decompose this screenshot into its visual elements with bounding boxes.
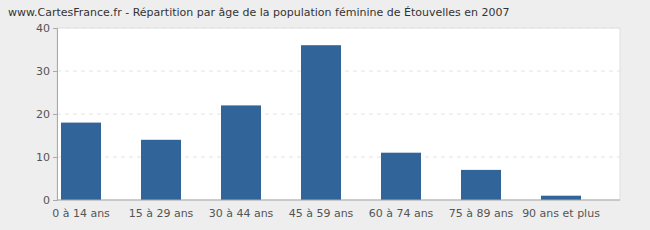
y-tick-label: 0 — [43, 194, 50, 207]
grid — [57, 28, 620, 200]
grid-line — [57, 28, 620, 29]
bar — [221, 105, 261, 200]
bar — [541, 196, 581, 200]
y-tick-mark — [53, 71, 57, 72]
x-tick: 75 à 89 ans — [449, 200, 514, 220]
title: www.CartesFrance.fr - Répartition par âg… — [8, 6, 510, 19]
x-tick-label: 0 à 14 ans — [52, 207, 110, 220]
y-tick: 10 — [36, 151, 57, 164]
x-tick: 15 à 29 ans — [129, 200, 194, 220]
y-axis-line — [53, 29, 58, 201]
y-tick-label: 30 — [36, 65, 50, 78]
bar — [461, 170, 501, 200]
x-tick: 90 ans et plus — [522, 200, 600, 220]
x-tick-label: 90 ans et plus — [522, 207, 600, 220]
x-axis: 0 à 14 ans 15 à 29 ans 30 à 44 ans 45 à 59 … — [52, 200, 600, 220]
grid-line — [57, 200, 620, 201]
x-tick-label: 30 à 44 ans — [209, 207, 274, 220]
y-tick-mark — [53, 157, 57, 158]
x-tick: 60 à 74 ans — [369, 200, 434, 220]
x-tick: 30 à 44 ans — [209, 200, 274, 220]
y-tick-label: 40 — [36, 22, 50, 35]
bar — [141, 140, 181, 200]
y-tick: 40 — [36, 22, 57, 35]
y-tick-mark — [53, 114, 57, 115]
y-tick: 20 — [36, 108, 57, 121]
bars — [61, 45, 581, 200]
y-tick-mark — [53, 28, 57, 29]
y-tick: 0 — [43, 194, 57, 207]
x-tick-label: 60 à 74 ans — [369, 207, 434, 220]
x-tick-label: 75 à 89 ans — [449, 207, 514, 220]
bar — [381, 153, 421, 200]
y-tick-label: 20 — [36, 108, 50, 121]
x-tick: 45 à 59 ans — [289, 200, 354, 220]
bar — [61, 123, 101, 200]
y-tick-label: 10 — [36, 151, 50, 164]
background — [0, 0, 650, 230]
y-tick: 30 — [36, 65, 57, 78]
chart: www.CartesFrance.fr - Répartition par âg… — [0, 0, 650, 230]
x-axis-line — [57, 200, 620, 201]
x-tick-label: 45 à 59 ans — [289, 207, 354, 220]
plot-area — [57, 28, 620, 200]
x-tick: 0 à 14 ans — [52, 200, 110, 220]
y-axis: 0 10 20 30 40 — [36, 22, 58, 207]
x-tick-label: 15 à 29 ans — [129, 207, 194, 220]
bar — [301, 45, 341, 200]
y-tick-mark — [53, 200, 57, 201]
